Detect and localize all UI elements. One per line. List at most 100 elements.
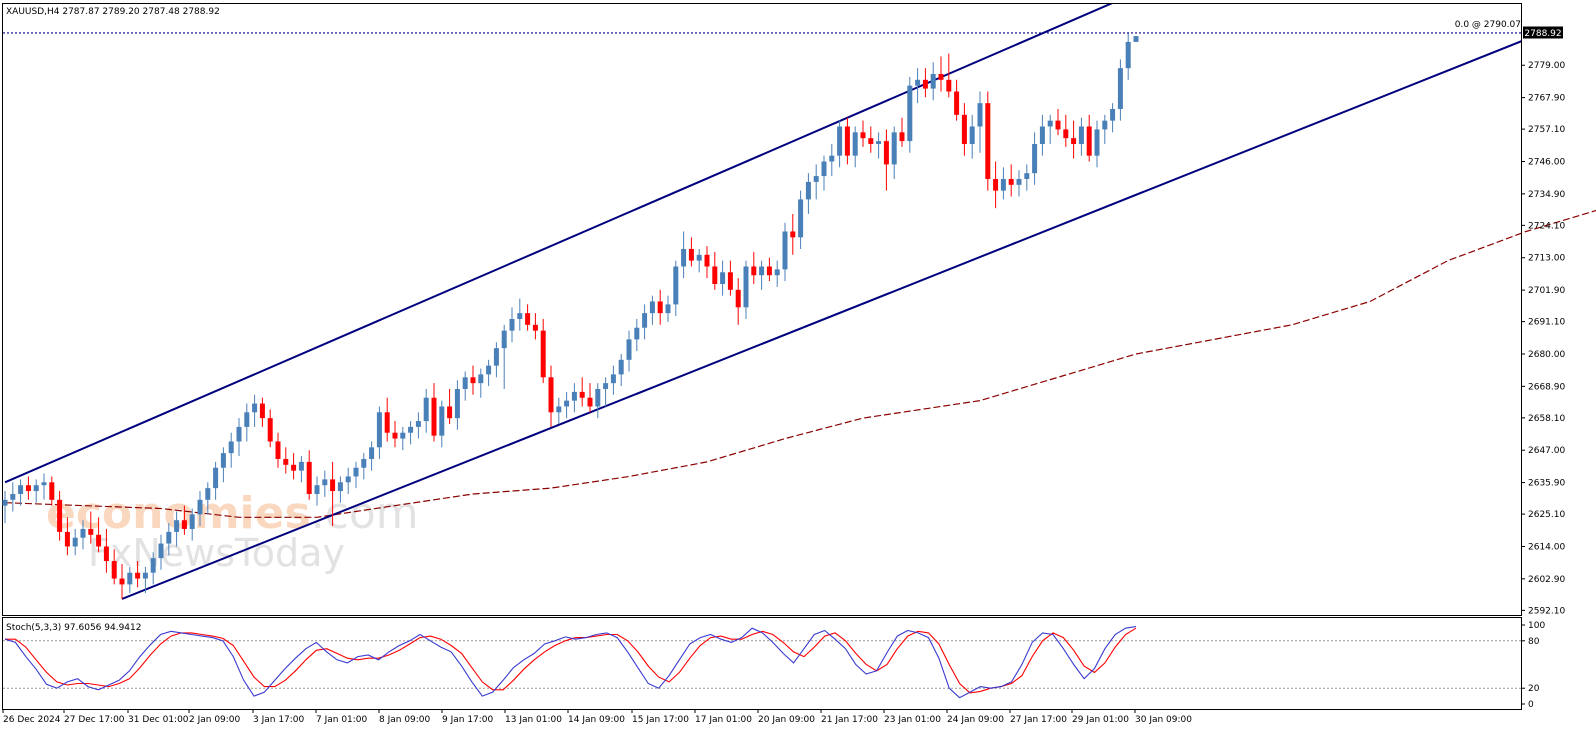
bullish-candle [369, 441, 375, 471]
candle-body [782, 231, 788, 270]
time-tick-label: 31 Dec 01:00 [128, 715, 189, 725]
time-tick-label: 3 Jan 17:00 [253, 715, 305, 725]
candle-body [993, 178, 999, 191]
bullish-candle [337, 476, 343, 503]
candle-body [868, 138, 874, 144]
time-tick-label: 15 Jan 17:00 [632, 715, 689, 725]
bullish-candle [837, 120, 843, 168]
bullish-candle [1016, 170, 1022, 197]
candle-body [142, 572, 148, 579]
time-tick-label: 26 Dec 2024 [3, 715, 61, 725]
candle-body [907, 85, 913, 142]
bullish-candle [408, 421, 414, 445]
bullish-candle [907, 76, 913, 153]
bearish-candle [727, 260, 733, 296]
bearish-candle [259, 397, 265, 427]
candle-body [759, 266, 765, 276]
candle-body [946, 79, 952, 92]
candle-body [805, 181, 811, 200]
candle-body [571, 391, 577, 401]
bullish-candle [1024, 164, 1030, 191]
bullish-candle [915, 68, 921, 104]
candle-body [743, 266, 749, 308]
bullish-candle [415, 412, 421, 439]
price-tick-label: 2647.00 [1528, 446, 1565, 456]
bearish-candle [883, 129, 889, 191]
moving-average [4, 209, 1596, 518]
price-tick-label: 2713.00 [1528, 254, 1565, 264]
candle-body [969, 126, 975, 144]
candle-body [977, 103, 983, 127]
candle-body [1024, 173, 1030, 179]
candle-body [1078, 126, 1084, 144]
bullish-candle [486, 359, 492, 387]
candle-body [275, 441, 281, 459]
candle-body [252, 403, 258, 413]
candle-body [899, 132, 905, 142]
candle-body [938, 73, 944, 80]
candle-body [634, 327, 640, 340]
candle-body [25, 485, 31, 492]
candle-body [649, 301, 655, 314]
candle-body [595, 388, 601, 407]
candle-body [353, 467, 359, 477]
price-channel[interactable] [4, 0, 1542, 600]
candle-body [33, 485, 39, 492]
bullish-candle [891, 126, 897, 179]
bullish-candle [876, 132, 882, 159]
main-panel-frame [2, 3, 1522, 616]
candle-body [696, 254, 702, 261]
candle-body [337, 482, 343, 492]
bullish-candle [782, 222, 788, 282]
fibonacci-level[interactable]: 0.0 @ 2790.07 [3, 20, 1521, 34]
bullish-candle [1039, 114, 1045, 156]
candle-body [1016, 178, 1022, 185]
bearish-candle [431, 383, 437, 442]
candle-body [1133, 36, 1139, 42]
candle-body [1055, 120, 1061, 130]
bullish-candle [244, 403, 250, 442]
candle-body [236, 426, 242, 442]
bullish-candle [603, 377, 609, 407]
candle-body [751, 266, 757, 276]
bullish-candle [174, 511, 180, 547]
candle-body [821, 161, 827, 177]
candle-body [80, 528, 86, 538]
candle-body [111, 561, 117, 579]
bearish-candle [64, 517, 70, 556]
bullish-candle [634, 318, 640, 352]
candle-body [509, 318, 515, 331]
stoch-tick-label: 20 [1528, 684, 1540, 694]
bullish-candle [127, 566, 133, 594]
candle-body [813, 176, 819, 182]
bearish-candle [922, 68, 928, 98]
bearish-candle [688, 237, 694, 267]
candle-body [454, 388, 460, 419]
candle-body [1047, 120, 1053, 127]
candle-body [18, 485, 24, 494]
candle-body [665, 304, 671, 314]
candle-body [10, 493, 16, 500]
bearish-candle [1008, 164, 1014, 197]
candle-body [189, 514, 195, 529]
bullish-candle [1102, 114, 1108, 144]
bearish-candle [954, 79, 960, 121]
stoch-axis: 100 80 20 0 [1521, 621, 1545, 710]
current-price-label: 2788.92 [1524, 29, 1561, 39]
bullish-candle [509, 307, 515, 343]
candle-body [883, 141, 889, 165]
bullish-candle [720, 260, 726, 296]
bullish-candle [673, 260, 679, 317]
candle-body [267, 418, 273, 442]
bullish-candle [571, 383, 577, 413]
bullish-candle [969, 114, 975, 159]
candle-body [470, 377, 476, 384]
candle-body [579, 391, 585, 398]
bearish-candle [25, 476, 31, 500]
candle-body [431, 397, 437, 436]
candle-body [564, 400, 570, 407]
bearish-candle [1063, 114, 1069, 147]
symbol-header: XAUUSD,H4 2787.87 2789.20 2787.48 2788.9… [6, 7, 220, 17]
bullish-candle [681, 231, 687, 279]
